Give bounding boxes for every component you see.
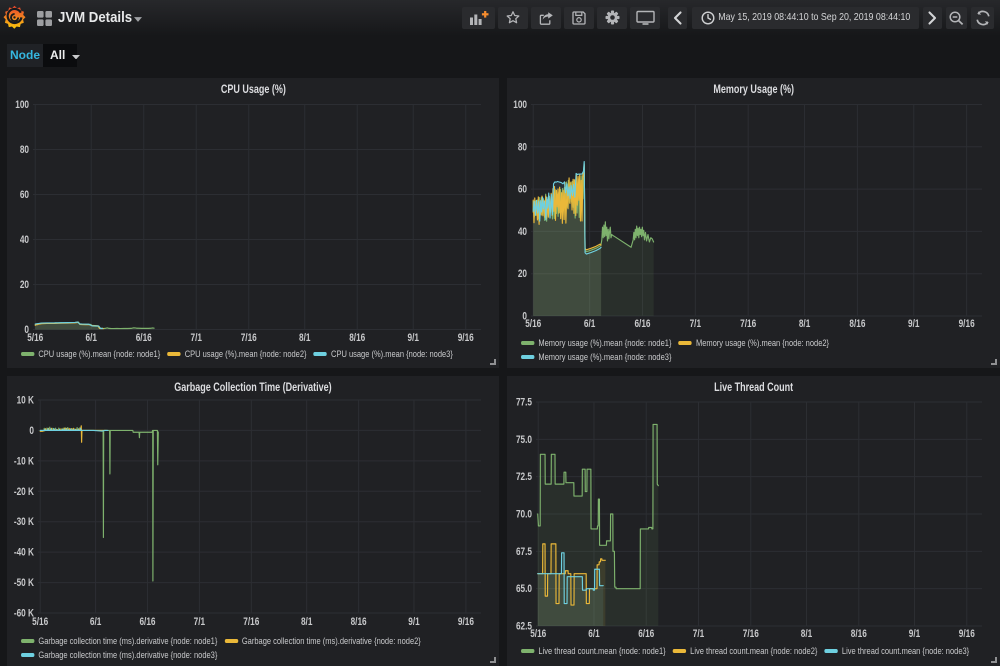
svg-text:67.5: 67.5	[516, 546, 533, 558]
svg-text:7/16: 7/16	[740, 318, 757, 330]
svg-text:9/16: 9/16	[458, 616, 475, 628]
svg-text:100: 100	[513, 99, 527, 111]
svg-text:6/1: 6/1	[90, 616, 102, 628]
svg-text:100: 100	[15, 99, 29, 111]
svg-text:7/16: 7/16	[241, 332, 258, 344]
svg-text:5/16: 5/16	[27, 332, 44, 344]
svg-text:8/1: 8/1	[799, 318, 811, 330]
svg-text:40: 40	[20, 234, 29, 246]
svg-text:-10 K: -10 K	[14, 455, 34, 467]
svg-text:7/1: 7/1	[194, 616, 206, 628]
svg-text:7/1: 7/1	[190, 332, 202, 344]
svg-text:6/16: 6/16	[634, 318, 651, 330]
svg-text:5/16: 5/16	[32, 616, 49, 628]
svg-text:60: 60	[518, 184, 527, 196]
svg-text:0: 0	[522, 310, 527, 322]
svg-text:-30 K: -30 K	[14, 516, 34, 528]
svg-text:8/1: 8/1	[299, 332, 311, 344]
svg-text:8/1: 8/1	[301, 616, 313, 628]
svg-text:80: 80	[518, 141, 527, 153]
svg-text:20: 20	[518, 268, 527, 280]
svg-text:7/16: 7/16	[743, 628, 760, 640]
svg-text:9/1: 9/1	[407, 332, 419, 344]
svg-text:60: 60	[20, 189, 29, 201]
svg-text:0: 0	[24, 324, 29, 336]
svg-text:8/16: 8/16	[351, 616, 368, 628]
svg-text:6/16: 6/16	[136, 332, 153, 344]
svg-text:-60 K: -60 K	[14, 607, 34, 619]
svg-text:8/16: 8/16	[849, 318, 866, 330]
svg-text:77.5: 77.5	[516, 396, 533, 408]
svg-text:5/16: 5/16	[525, 318, 542, 330]
svg-text:9/1: 9/1	[909, 628, 921, 640]
svg-text:6/16: 6/16	[638, 628, 655, 640]
svg-text:8/16: 8/16	[349, 332, 366, 344]
svg-text:5/16: 5/16	[530, 628, 547, 640]
svg-text:7/16: 7/16	[243, 616, 260, 628]
svg-text:9/16: 9/16	[458, 332, 475, 344]
svg-text:8/1: 8/1	[801, 628, 813, 640]
svg-text:40: 40	[518, 226, 527, 238]
svg-text:-20 K: -20 K	[14, 486, 34, 498]
svg-text:6/1: 6/1	[85, 332, 97, 344]
svg-text:0: 0	[29, 425, 34, 437]
svg-text:72.5: 72.5	[516, 471, 533, 483]
svg-text:9/1: 9/1	[408, 616, 420, 628]
svg-text:7/1: 7/1	[690, 318, 702, 330]
svg-text:65.0: 65.0	[516, 583, 532, 595]
svg-text:6/16: 6/16	[139, 616, 156, 628]
svg-text:-50 K: -50 K	[14, 577, 34, 589]
svg-text:8/16: 8/16	[851, 628, 868, 640]
svg-text:6/1: 6/1	[584, 318, 596, 330]
svg-text:-40 K: -40 K	[14, 547, 34, 559]
svg-text:10 K: 10 K	[17, 394, 34, 406]
svg-text:20: 20	[20, 279, 29, 291]
svg-text:6/1: 6/1	[588, 628, 600, 640]
svg-text:9/16: 9/16	[959, 628, 976, 640]
svg-text:70.0: 70.0	[516, 508, 532, 520]
svg-text:9/1: 9/1	[908, 318, 920, 330]
svg-text:9/16: 9/16	[959, 318, 976, 330]
svg-text:80: 80	[20, 144, 29, 156]
svg-text:62.5: 62.5	[516, 620, 533, 632]
svg-text:75.0: 75.0	[516, 434, 532, 446]
svg-text:7/1: 7/1	[693, 628, 705, 640]
